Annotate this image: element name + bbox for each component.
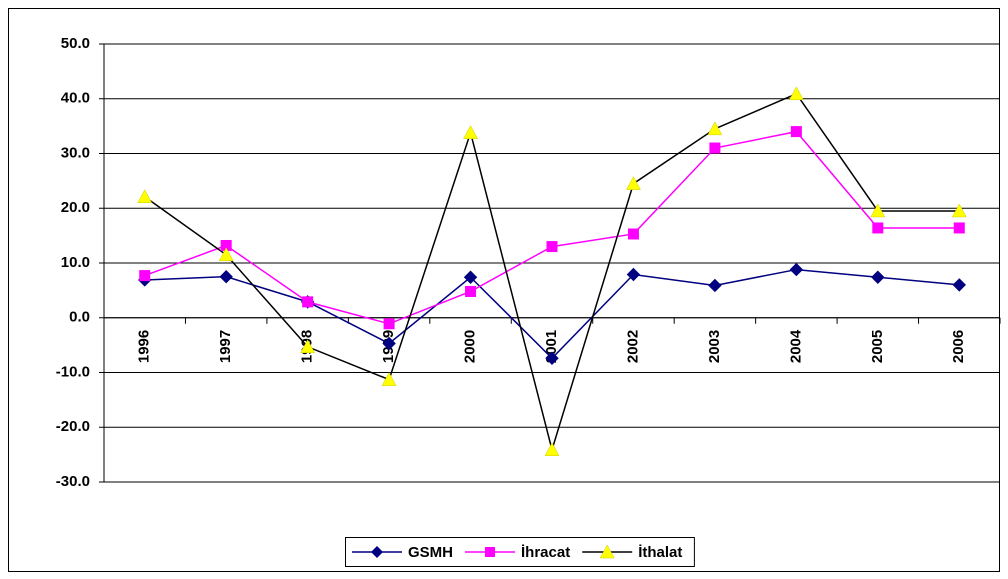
data-point bbox=[302, 296, 314, 308]
x-tick-label: 2006 bbox=[950, 330, 967, 363]
data-point bbox=[300, 339, 316, 354]
data-point bbox=[463, 270, 478, 284]
legend-label: İthalat bbox=[638, 544, 682, 561]
data-point bbox=[870, 203, 886, 218]
data-point bbox=[218, 247, 234, 262]
data-point bbox=[219, 269, 233, 284]
x-tick-label: 2000 bbox=[462, 330, 479, 363]
y-tick-label: -20.0 bbox=[56, 418, 90, 435]
y-tick-label: 30.0 bbox=[61, 144, 90, 161]
y-tick-label: -10.0 bbox=[56, 363, 90, 380]
x-tick-label: 1997 bbox=[217, 330, 234, 363]
data-point bbox=[465, 285, 477, 297]
data-point bbox=[789, 262, 804, 277]
y-tick-label: 10.0 bbox=[61, 254, 90, 271]
data-point bbox=[952, 278, 966, 292]
legend-marker bbox=[371, 546, 383, 558]
legend: GSMH İhracat İthalat bbox=[345, 537, 695, 567]
data-point bbox=[627, 228, 639, 240]
data-point bbox=[788, 86, 804, 101]
data-point bbox=[708, 278, 722, 293]
data-point bbox=[545, 351, 559, 365]
legend-marker bbox=[599, 544, 615, 559]
data-point bbox=[626, 267, 641, 282]
y-tick-label: 50.0 bbox=[61, 35, 90, 52]
y-tick-label: -30.0 bbox=[56, 473, 90, 490]
data-point bbox=[790, 126, 802, 138]
data-point bbox=[951, 203, 967, 218]
data-point bbox=[381, 372, 397, 386]
legend-marker bbox=[485, 547, 495, 557]
data-point bbox=[383, 318, 395, 330]
data-point bbox=[544, 442, 560, 456]
data-point bbox=[626, 176, 641, 190]
chart-border bbox=[8, 8, 1000, 572]
y-tick-label: 20.0 bbox=[61, 199, 90, 216]
data-point bbox=[707, 121, 723, 136]
data-point bbox=[546, 241, 558, 253]
x-tick-label: 2002 bbox=[624, 330, 641, 363]
x-tick-label: 2003 bbox=[706, 330, 723, 363]
data-point bbox=[953, 222, 965, 234]
x-tick-label: 2004 bbox=[787, 329, 804, 363]
legend-label: İhracat bbox=[521, 544, 570, 561]
y-tick-label: 40.0 bbox=[61, 90, 90, 107]
y-tick-label: 0.0 bbox=[69, 309, 90, 326]
data-point bbox=[872, 222, 884, 234]
legend-label: GSMH bbox=[408, 544, 453, 561]
data-point bbox=[871, 270, 885, 284]
data-point bbox=[463, 125, 478, 139]
legend-box bbox=[345, 537, 695, 567]
data-point bbox=[137, 189, 153, 204]
x-tick-label: 1996 bbox=[136, 330, 153, 363]
x-tick-label: 2005 bbox=[869, 330, 886, 363]
data-point bbox=[709, 142, 721, 154]
data-point bbox=[139, 270, 151, 282]
data-point bbox=[382, 336, 396, 351]
